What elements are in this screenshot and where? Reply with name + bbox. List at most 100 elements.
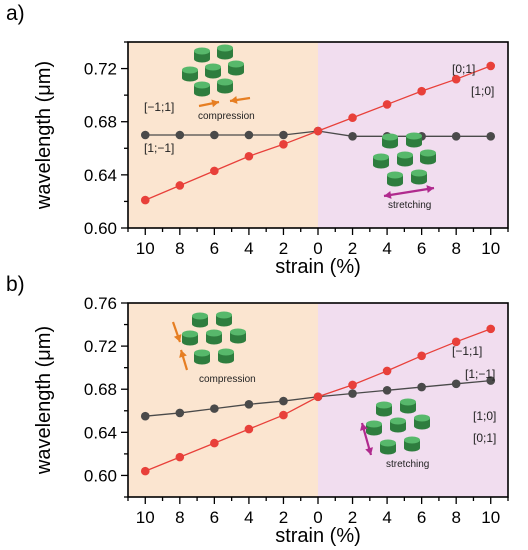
y-tick-label: 0.60 <box>84 219 117 238</box>
pillar-base <box>411 177 427 185</box>
x-tick-label: 10 <box>481 508 500 527</box>
x-tick-label: 10 <box>136 508 155 527</box>
pillar-top <box>182 66 198 74</box>
pillar-cluster-stretching <box>373 132 436 187</box>
data-point <box>451 132 461 141</box>
pillar-side <box>182 334 198 342</box>
pillar-top <box>206 329 222 337</box>
data-point <box>348 113 357 123</box>
x-tick-label: 6 <box>417 508 426 527</box>
pillar-top <box>192 312 208 320</box>
data-point <box>244 400 254 409</box>
pillar-side <box>194 353 210 361</box>
data-point <box>175 130 185 140</box>
pillar-side <box>414 418 430 426</box>
data-point <box>175 408 185 418</box>
stretching-arrow <box>383 185 435 199</box>
data-point <box>451 74 461 84</box>
data-point <box>348 380 357 390</box>
pillar-side <box>404 440 420 448</box>
pillar-base <box>376 409 392 417</box>
pillar-side <box>366 424 382 432</box>
x-axis-title: strain (%) <box>275 525 361 547</box>
compression-label: compression <box>198 111 255 122</box>
pillar-base <box>387 179 403 187</box>
data-point <box>382 386 392 395</box>
data-point <box>175 181 185 190</box>
pillar-side <box>397 155 413 163</box>
pillar-side <box>192 316 208 324</box>
pillar-side <box>382 137 398 145</box>
data-point <box>244 424 254 434</box>
compression-arrow-bottom <box>179 349 189 371</box>
y-axis-title: wavelength (μm) <box>33 326 55 475</box>
pillar-side <box>194 85 210 93</box>
pillar-base <box>406 140 422 148</box>
y-tick-label: 0.72 <box>84 337 117 356</box>
arrow-head <box>179 350 187 358</box>
x-tick-label: 2 <box>348 239 357 258</box>
pillar-top <box>382 133 398 141</box>
pillar-side <box>182 70 198 78</box>
pillar-side <box>373 157 389 165</box>
label-bottom-right-1: [1;0] <box>473 409 496 423</box>
data-point <box>140 195 150 205</box>
pillar-side <box>217 82 233 90</box>
x-tick-label: 0 <box>313 508 322 527</box>
y-tick-label: 0.64 <box>84 423 117 442</box>
pillar-side <box>390 421 406 429</box>
data-point <box>486 324 496 334</box>
label-bottom-right-2: [0;1] <box>473 431 496 445</box>
pillar-top <box>218 348 234 356</box>
y-tick-label: 0.68 <box>84 380 117 399</box>
pillar-side <box>376 405 392 413</box>
stretching-label: stretching <box>388 200 431 211</box>
compression-arrow-right <box>229 96 251 104</box>
pillar-top <box>411 169 427 177</box>
data-point <box>451 379 461 389</box>
data-point <box>140 466 150 476</box>
pillar-top <box>217 78 233 86</box>
x-tick-label: 10 <box>481 239 500 258</box>
pillar-top <box>406 132 422 140</box>
pillar-top <box>414 414 430 422</box>
x-tick-label: 4 <box>382 508 391 527</box>
data-point <box>210 130 219 140</box>
data-point <box>382 366 392 376</box>
pillar-cluster-compression <box>182 311 246 365</box>
pillar-side <box>218 352 234 360</box>
pillar-top <box>376 401 392 409</box>
pillar-base <box>182 338 198 346</box>
x-tick-label: 4 <box>244 508 253 527</box>
label-bottom-left: [1;−1] <box>144 141 174 155</box>
pillar-top <box>404 436 420 444</box>
pillar-top <box>373 153 389 161</box>
pillar-top <box>400 398 416 406</box>
data-point <box>210 438 219 448</box>
y-tick-label: 0.64 <box>84 166 117 185</box>
pillar-side <box>420 153 436 161</box>
x-tick-label: 2 <box>279 508 288 527</box>
pillar-base <box>382 141 398 149</box>
x-tick-label: 2 <box>279 239 288 258</box>
pillar-top <box>194 47 210 55</box>
arrow-head <box>384 190 392 199</box>
compression-label: compression <box>199 374 256 385</box>
pillar-base <box>206 337 222 345</box>
pillar-base <box>420 157 436 165</box>
x-tick-label: 0 <box>313 239 322 258</box>
pillar-top <box>230 328 246 336</box>
data-point <box>382 100 392 109</box>
pillar-base <box>397 159 413 167</box>
chart-panel-b: 10 8 6 4 2 0 2 4 6 8 10 0.60 0.64 0.68 0.72 0.76 strain … <box>6 273 509 547</box>
pillar-top <box>194 81 210 89</box>
x-tick-label: 6 <box>210 239 219 258</box>
arrow-head <box>230 96 238 104</box>
pillar-base <box>366 428 382 436</box>
data-point <box>486 132 496 141</box>
pillar-top <box>380 439 396 447</box>
pillar-base <box>230 336 246 344</box>
x-tick-label: 2 <box>348 508 357 527</box>
data-point <box>348 389 357 398</box>
